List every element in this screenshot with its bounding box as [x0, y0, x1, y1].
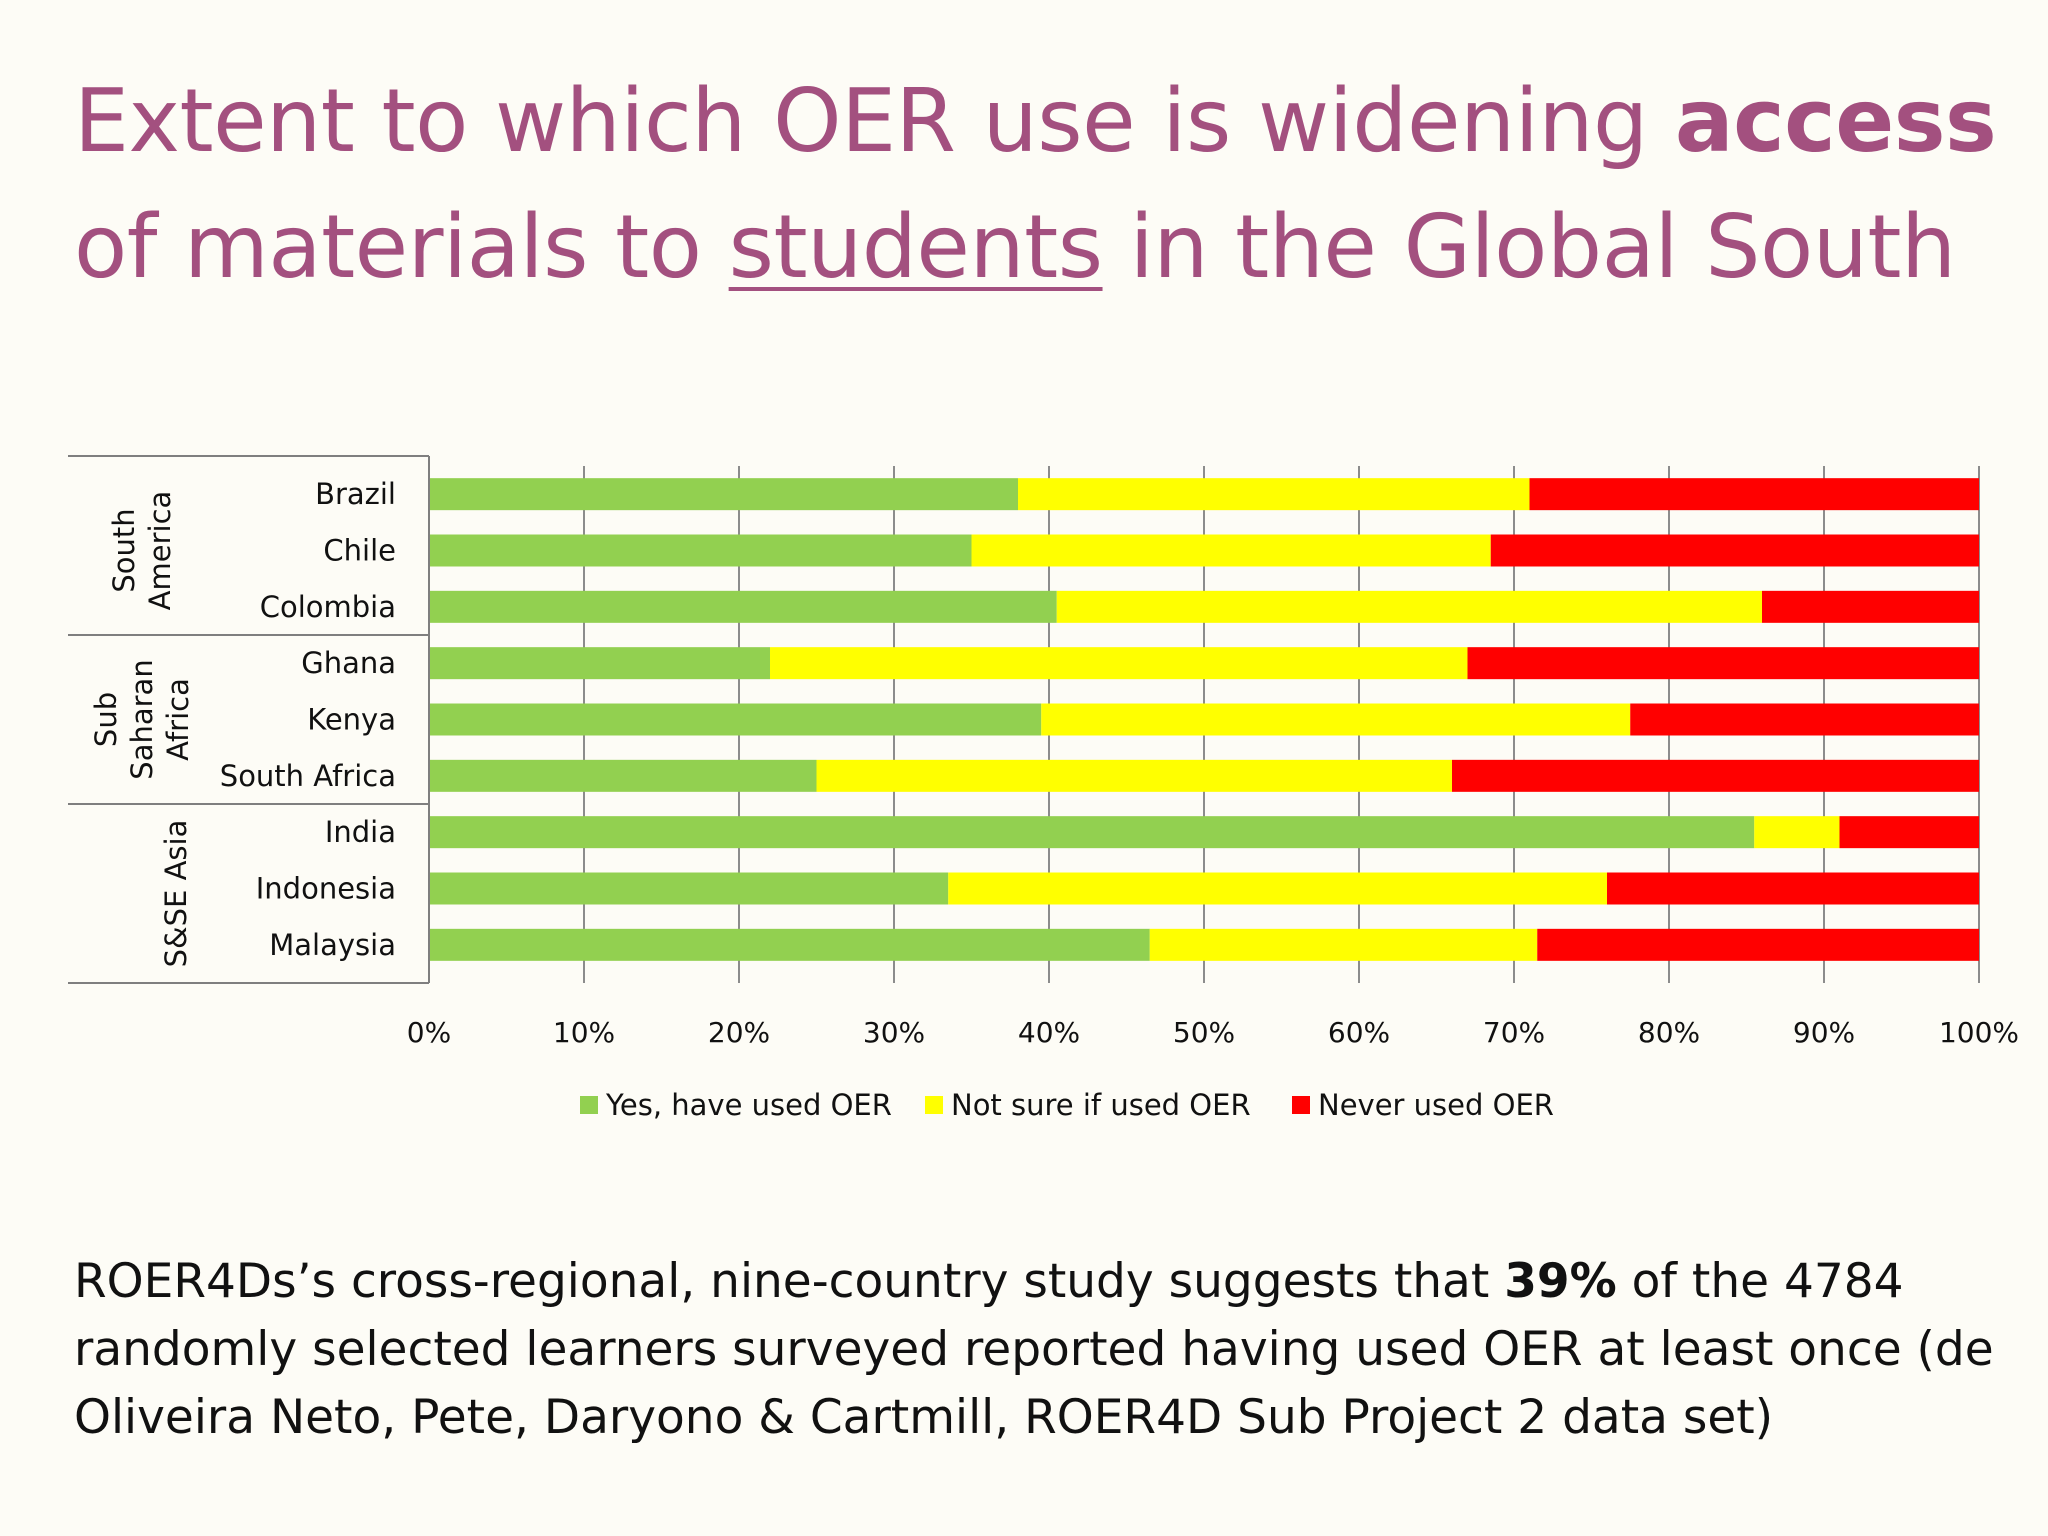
stacked-bar-chart: 0% 10% 20% 30% 40% 50% 60% 70% 80% 90% 100% Brazil C… — [68, 455, 2019, 1122]
bar-segment — [971, 534, 1491, 567]
bar-segment — [1754, 816, 1840, 849]
bar-segment — [1018, 478, 1530, 511]
bar-segment — [1041, 703, 1631, 736]
bar-segment — [948, 872, 1607, 905]
group-label: Saharan — [125, 659, 159, 779]
group-label: Sub — [89, 692, 123, 747]
bar-segment — [1529, 478, 1979, 511]
bar-segment — [1839, 816, 1979, 849]
body-emphasis: 39% — [1504, 1254, 1617, 1309]
group-label: America — [143, 491, 177, 611]
title-underline: students — [728, 196, 1103, 298]
legend-label: Not sure if used OER — [951, 1088, 1251, 1122]
bar-segment — [1149, 928, 1538, 961]
x-tick-label: 80% — [1638, 1016, 1700, 1049]
bar-segment — [1452, 759, 1979, 792]
title-emphasis: access — [1674, 70, 1997, 172]
category-label: Kenya — [307, 703, 396, 737]
bar-segment — [429, 534, 972, 567]
x-tick-label: 70% — [1483, 1016, 1545, 1049]
category-label: Chile — [323, 534, 396, 568]
group-label: S&SE Asia — [159, 820, 193, 968]
bar-segment — [1467, 647, 1979, 680]
x-tick-label: 30% — [863, 1016, 925, 1049]
bar-segment — [429, 590, 1057, 623]
legend-swatch — [1292, 1096, 1310, 1114]
bar-segment — [429, 647, 770, 680]
group-label: Africa — [161, 678, 195, 761]
bar-segment — [429, 478, 1018, 511]
x-tick-label: 20% — [708, 1016, 770, 1049]
slide-title: Extent to which OER use is widening acce… — [74, 70, 1997, 298]
bar-segment — [1537, 928, 1979, 961]
bar-segment — [429, 703, 1042, 736]
legend-swatch — [580, 1096, 598, 1114]
bar-segment — [1630, 703, 1979, 736]
x-tick-label: 10% — [553, 1016, 615, 1049]
category-label: Indonesia — [256, 872, 396, 906]
bar-segment — [1490, 534, 1979, 567]
category-label: Malaysia — [269, 928, 396, 962]
category-label: Ghana — [301, 646, 396, 680]
x-tick-label: 0% — [407, 1016, 451, 1049]
x-tick-label: 60% — [1328, 1016, 1390, 1049]
bar-segment — [1056, 590, 1762, 623]
legend-swatch — [925, 1096, 943, 1114]
bar-segment — [816, 759, 1452, 792]
group-label: South — [107, 508, 141, 592]
x-tick-label: 50% — [1173, 1016, 1235, 1049]
bar-segment — [770, 647, 1468, 680]
category-label: Colombia — [260, 590, 396, 624]
x-tick-label: 40% — [1018, 1016, 1080, 1049]
legend-label: Never used OER — [1318, 1088, 1554, 1122]
legend-label: Yes, have used OER — [605, 1088, 892, 1122]
bar-segment — [429, 759, 817, 792]
bar-segment — [1762, 590, 1979, 623]
body-text: ROER4Ds’s cross-regional, nine-country s… — [74, 1254, 1994, 1445]
x-tick-label: 100% — [1939, 1016, 2019, 1049]
bar-segment — [1607, 872, 1979, 905]
category-label: South Africa — [220, 759, 396, 793]
category-label: Brazil — [315, 477, 396, 511]
category-label: India — [325, 815, 396, 849]
bar-segment — [429, 816, 1755, 849]
bar-segment — [429, 872, 949, 905]
bar-segment — [429, 928, 1150, 961]
x-tick-label: 90% — [1793, 1016, 1855, 1049]
